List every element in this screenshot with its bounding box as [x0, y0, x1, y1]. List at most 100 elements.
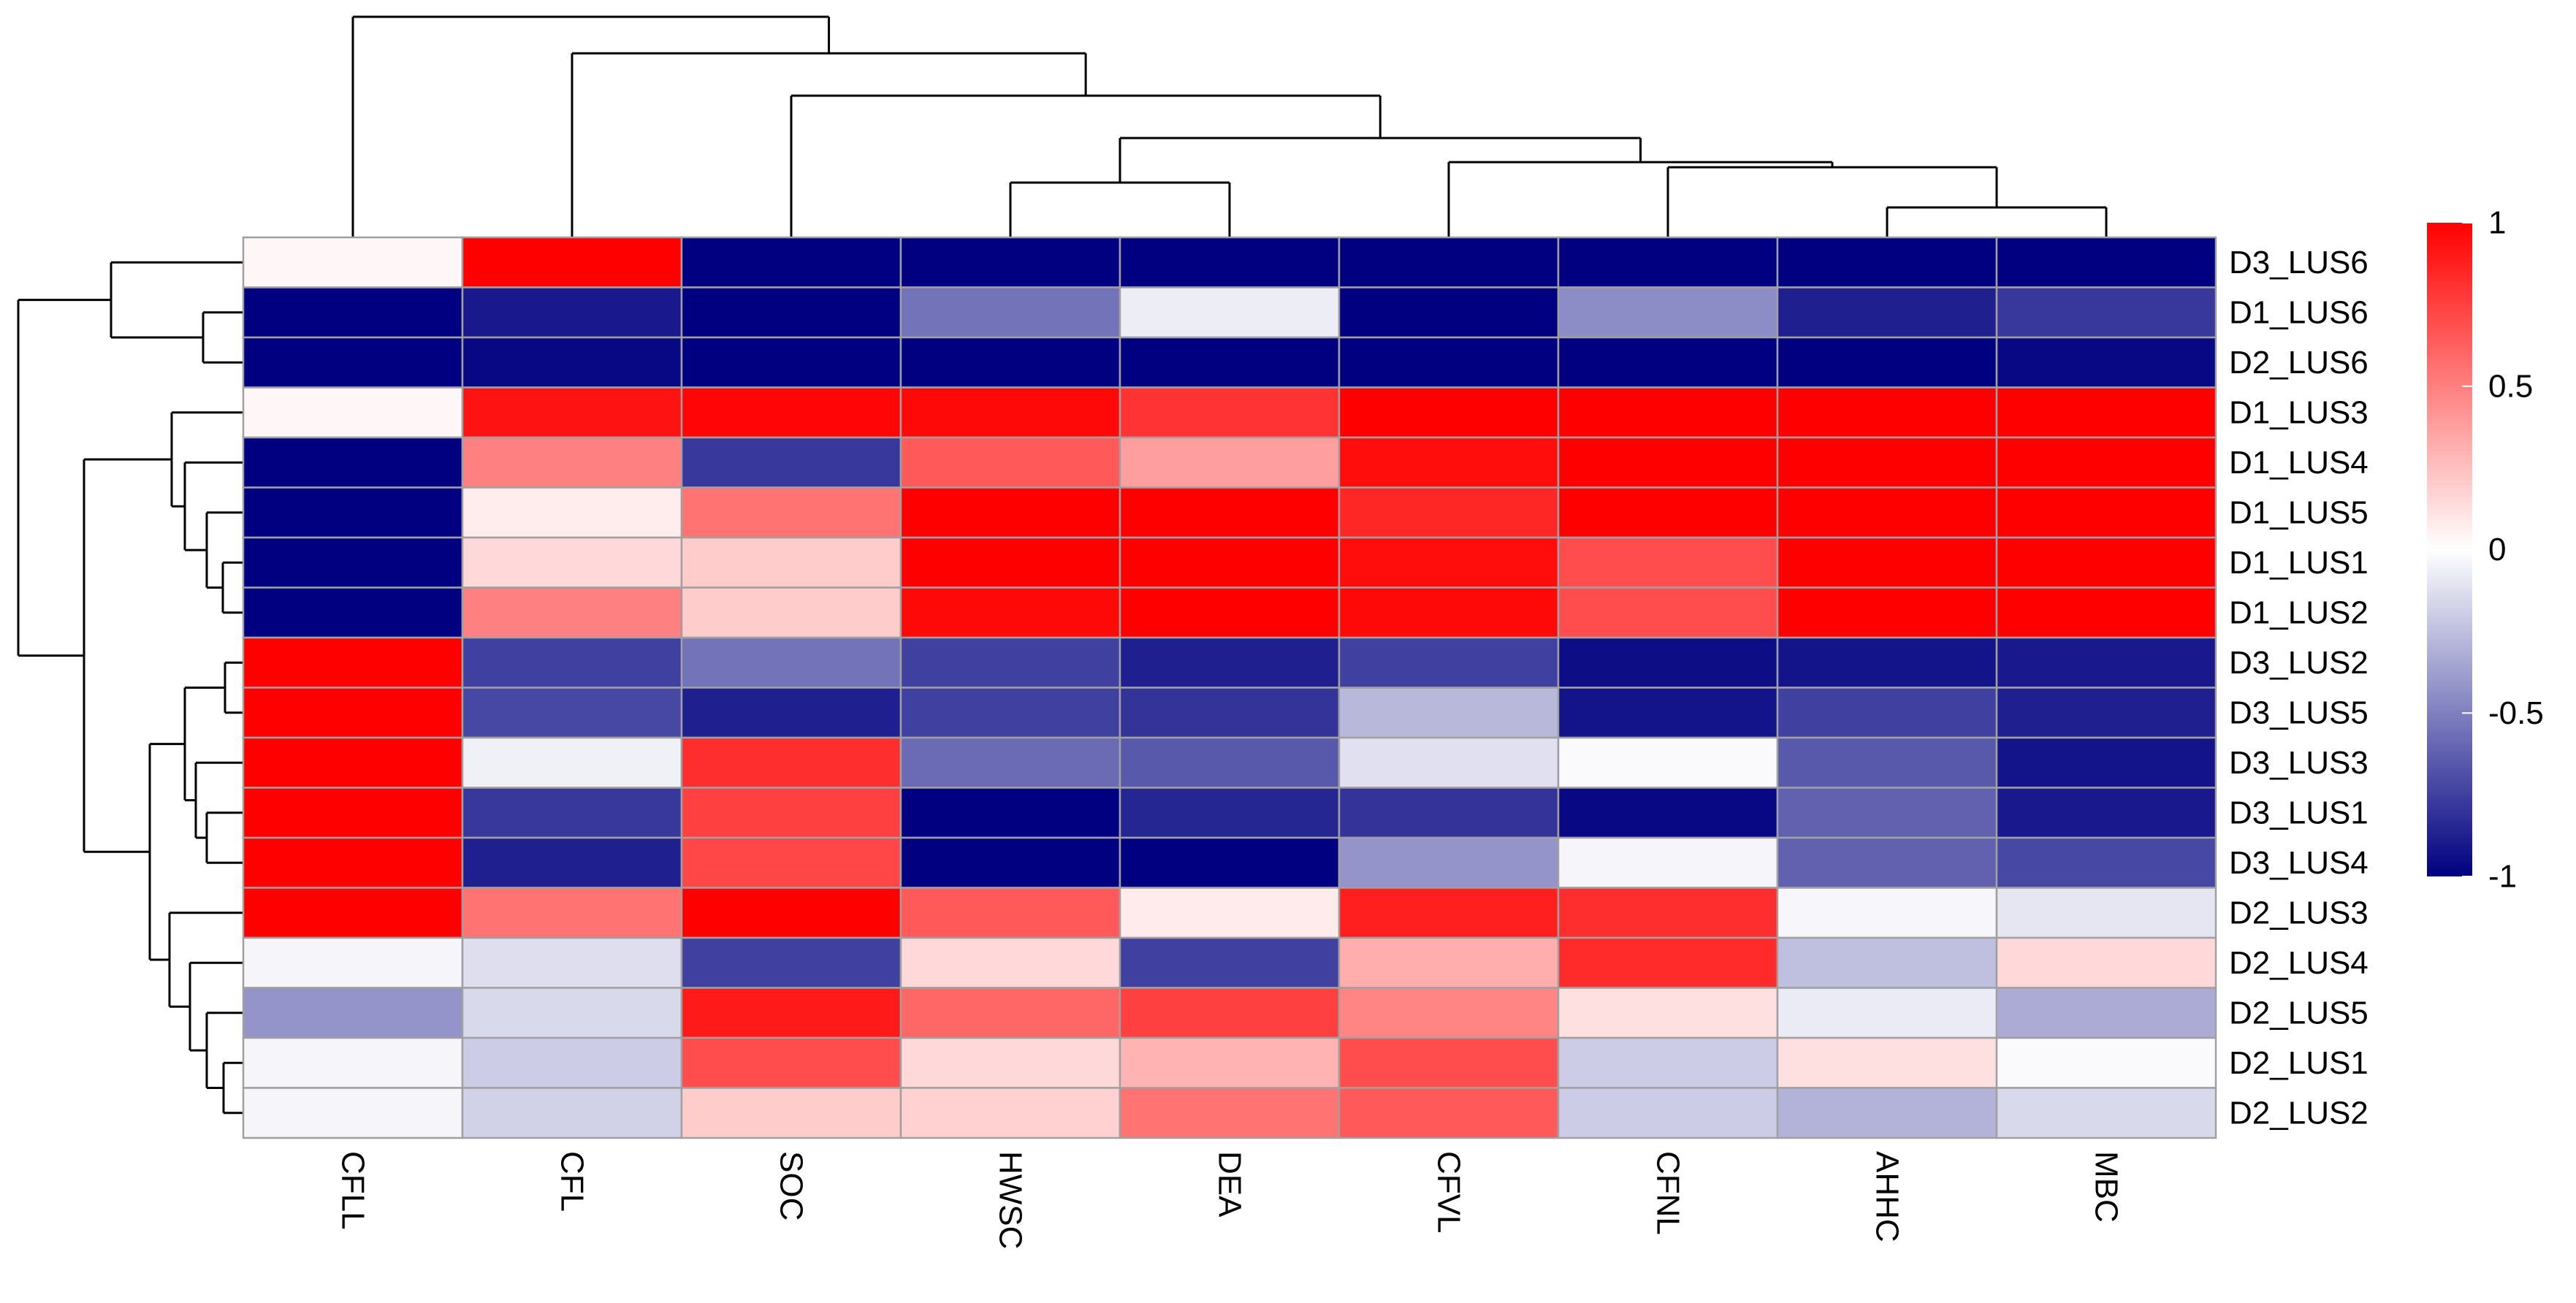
- heatmap-cell: [1119, 236, 1341, 289]
- heatmap-cell: [1776, 687, 1998, 739]
- heatmap-cell: [1338, 386, 1560, 439]
- heatmap-cell: [242, 887, 464, 939]
- heatmap-cell: [1557, 1087, 1779, 1139]
- heatmap-cell: [1995, 636, 2217, 689]
- heatmap-cell: [1557, 836, 1779, 889]
- heatmap-cell: [1119, 736, 1341, 789]
- heatmap-cell: [1995, 486, 2217, 539]
- column-label: CFL: [555, 1151, 590, 1212]
- column-labels: CFLL CFL SOC HWSC DEA CFVL CFNL AHHC MBC: [335, 1151, 2125, 1249]
- heatmap-cell: [1338, 836, 1560, 889]
- heatmap-cell: [899, 787, 1121, 839]
- heatmap-cell: [1119, 787, 1341, 839]
- row-dendrogram: [17, 261, 243, 1115]
- row-labels: D3_LUS6 D1_LUS6 D2_LUS6 D1_LUS3 D1_LUS4 D1_LU…: [2229, 245, 2369, 1131]
- heatmap-cell: [1338, 887, 1560, 939]
- heatmap-cell: [1338, 236, 1560, 289]
- heatmap-cell: [680, 536, 902, 589]
- heatmap-cell: [461, 386, 683, 439]
- heatmap-cell: [461, 836, 683, 889]
- heatmap-cell: [1557, 536, 1779, 589]
- heatmap-cell: [242, 586, 464, 639]
- heatmap-cell: [680, 687, 902, 739]
- heatmap-cell: [1119, 887, 1341, 939]
- heatmap-cell: [1119, 936, 1341, 989]
- heatmap-cell: [680, 836, 902, 889]
- heatmap-cell: [680, 636, 902, 689]
- heatmap-cell: [1338, 336, 1560, 389]
- row-label: D1_LUS2: [2229, 595, 2369, 630]
- heatmap-cell: [899, 336, 1121, 389]
- heatmap-cell: [1776, 1036, 1998, 1089]
- heatmap-cell: [1776, 1087, 1998, 1139]
- heatmap-cell: [1995, 436, 2217, 489]
- column-label: AHHC: [1870, 1151, 1905, 1242]
- heatmap-cell: [899, 887, 1121, 939]
- column-label: SOC: [774, 1151, 809, 1220]
- heatmap-cell: [1338, 1036, 1560, 1089]
- heatmap-cell: [1776, 636, 1998, 689]
- heatmap-cell: [461, 636, 683, 689]
- heatmap-cell: [242, 736, 464, 789]
- row-label: D1_LUS1: [2229, 545, 2369, 581]
- heatmap-cell: [242, 436, 464, 489]
- heatmap-cell: [1338, 936, 1560, 989]
- heatmap-cell: [680, 386, 902, 439]
- heatmap-cell: [899, 636, 1121, 689]
- heatmap-cell: [1119, 486, 1341, 539]
- heatmap-cell: [1557, 486, 1779, 539]
- heatmap-cell: [1119, 636, 1341, 689]
- heatmap-cell: [461, 887, 683, 939]
- heatmap-cell: [1338, 787, 1560, 839]
- heatmap-cell: [242, 987, 464, 1039]
- heatmap-cell: [242, 787, 464, 839]
- heatmap-cell: [1995, 887, 2217, 939]
- heatmap-cell: [680, 1036, 902, 1089]
- heatmap-cell: [1776, 736, 1998, 789]
- heatmap-cell: [242, 286, 464, 339]
- heatmap-cell: [242, 687, 464, 739]
- heatmap-cell: [1776, 386, 1998, 439]
- heatmap-cell: [1995, 836, 2217, 889]
- row-label: D2_LUS3: [2229, 895, 2369, 931]
- heatmap-cell: [680, 236, 902, 289]
- heatmap-cell: [461, 286, 683, 339]
- row-label: D3_LUS3: [2229, 745, 2369, 781]
- heatmap-cell: [680, 987, 902, 1039]
- heatmap-cell: [1995, 586, 2217, 639]
- column-label: CFNL: [1650, 1151, 1686, 1235]
- heatmap-cell: [1338, 1087, 1560, 1139]
- row-label: D3_LUS5: [2229, 695, 2369, 730]
- heatmap-cell: [242, 936, 464, 989]
- heatmap-cell: [1557, 236, 1779, 289]
- heatmap-cell: [461, 586, 683, 639]
- row-label: D2_LUS5: [2229, 995, 2369, 1031]
- row-label: D1_LUS4: [2229, 445, 2369, 481]
- heatmap-cell: [1995, 687, 2217, 739]
- heatmap-cell: [1557, 787, 1779, 839]
- heatmap-cell: [1338, 586, 1560, 639]
- heatmap-cell: [1776, 936, 1998, 989]
- heatmap-cell: [680, 336, 902, 389]
- heatmap-cell: [1776, 236, 1998, 289]
- heatmap-cell: [461, 236, 683, 289]
- heatmap-cell: [899, 586, 1121, 639]
- heatmap-cell: [899, 936, 1121, 989]
- legend-tick-label: 0: [2488, 532, 2506, 568]
- heatmap-cell: [1338, 536, 1560, 589]
- heatmap-cell: [899, 486, 1121, 539]
- heatmap-cell: [1995, 236, 2217, 289]
- row-label: D3_LUS1: [2229, 795, 2369, 830]
- color-legend: 1 0.5 0 -0.5 -1: [2427, 205, 2544, 895]
- row-label: D1_LUS3: [2229, 394, 2369, 430]
- heatmap-cell: [461, 336, 683, 389]
- heatmap-cell: [1557, 887, 1779, 939]
- heatmap-cell: [242, 636, 464, 689]
- row-label: D3_LUS2: [2229, 645, 2369, 681]
- heatmap-cell: [680, 486, 902, 539]
- row-label: D2_LUS4: [2229, 945, 2369, 981]
- heatmap-cell: [461, 936, 683, 989]
- heatmap-cell: [242, 1036, 464, 1089]
- heatmap-cell: [1557, 736, 1779, 789]
